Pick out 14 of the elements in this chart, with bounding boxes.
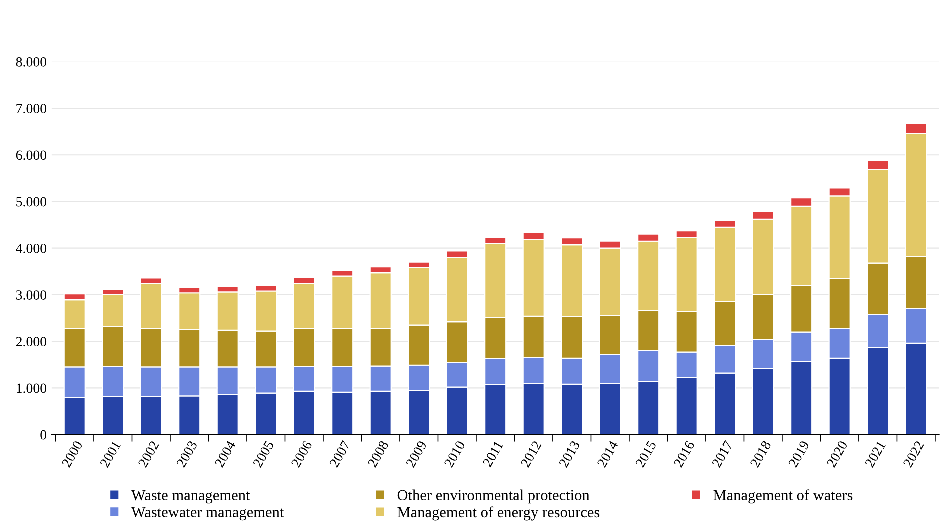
legend-label: Management of energy resources bbox=[398, 506, 600, 521]
y-tick-label: 5.000 bbox=[16, 197, 47, 207]
y-tick-label: 3.000 bbox=[16, 290, 47, 300]
y-tick-label: 4.000 bbox=[16, 244, 47, 254]
legend-label: Wastewater management bbox=[131, 507, 284, 521]
y-tick-label: 8.000 bbox=[16, 57, 47, 67]
y-tick-label: 0 bbox=[40, 430, 47, 440]
legend-label: Other environmental protection bbox=[398, 490, 590, 504]
y-tick-label: 2.000 bbox=[16, 337, 47, 347]
y-tick-label: 1.000 bbox=[17, 384, 47, 394]
legend-label: Management of waters bbox=[714, 490, 853, 504]
y-tick-label: 7.000 bbox=[16, 104, 47, 114]
legend-label: Waste management bbox=[131, 490, 250, 504]
y-tick-label: 6.000 bbox=[16, 150, 47, 160]
